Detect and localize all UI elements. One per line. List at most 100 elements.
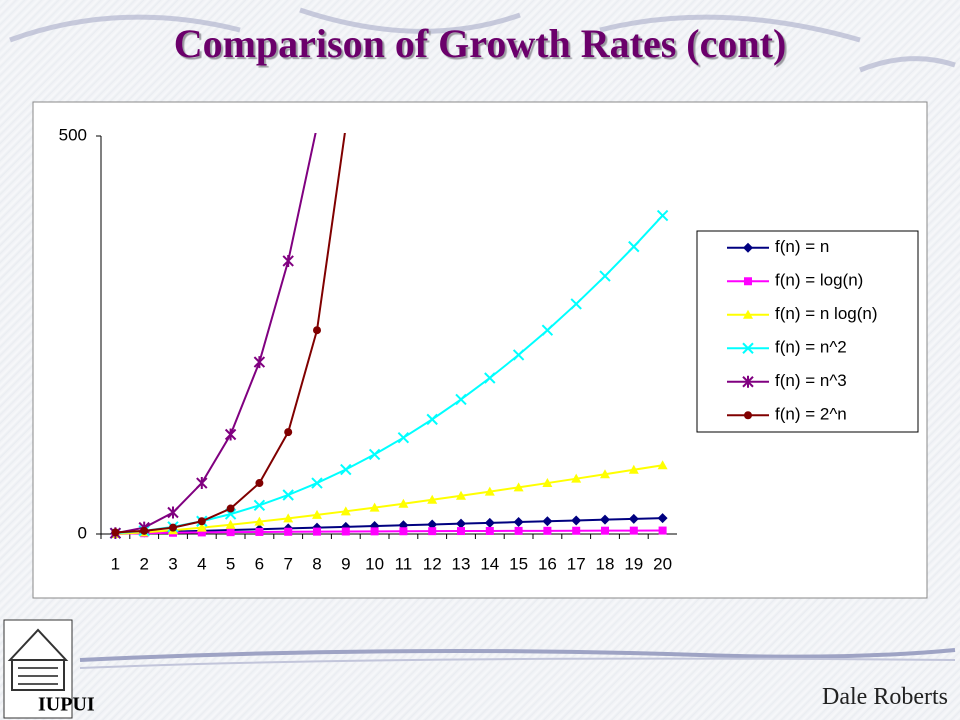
marker bbox=[311, 477, 323, 489]
series-line bbox=[115, 464, 663, 535]
marker bbox=[744, 277, 752, 286]
series-line bbox=[115, 133, 317, 535]
marker bbox=[255, 479, 264, 488]
marker bbox=[340, 463, 352, 476]
legend-label: f(n) = n^3 bbox=[775, 371, 847, 390]
marker bbox=[657, 513, 668, 524]
marker bbox=[197, 517, 206, 526]
slide-title: Comparison of Growth Rates (cont) bbox=[173, 21, 787, 66]
footer: Dale Roberts bbox=[822, 684, 948, 710]
marker bbox=[398, 498, 409, 508]
x-tick-label: 10 bbox=[365, 554, 384, 573]
series-line bbox=[115, 529, 663, 535]
marker bbox=[197, 528, 206, 537]
marker bbox=[111, 528, 120, 537]
marker bbox=[628, 513, 639, 524]
legend-label: f(n) = 2^n bbox=[775, 405, 847, 424]
marker bbox=[484, 517, 495, 528]
marker bbox=[253, 356, 266, 369]
y-tick-label: 500 bbox=[59, 125, 87, 144]
x-tick-label: 5 bbox=[226, 554, 235, 573]
marker bbox=[283, 513, 294, 523]
marker bbox=[543, 526, 552, 535]
marker bbox=[656, 209, 669, 222]
marker bbox=[167, 506, 179, 519]
marker bbox=[368, 448, 381, 461]
marker bbox=[512, 349, 525, 361]
marker bbox=[313, 326, 321, 335]
marker bbox=[169, 523, 177, 532]
marker bbox=[255, 527, 264, 536]
marker bbox=[341, 527, 350, 536]
marker bbox=[513, 482, 524, 492]
marker bbox=[312, 509, 322, 519]
x-tick-label: 16 bbox=[538, 554, 557, 573]
marker bbox=[742, 342, 754, 354]
marker bbox=[742, 375, 754, 388]
x-tick-label: 9 bbox=[341, 554, 350, 573]
x-tick-label: 12 bbox=[423, 554, 442, 573]
marker bbox=[253, 499, 266, 512]
marker bbox=[284, 527, 293, 536]
marker bbox=[513, 517, 524, 528]
marker bbox=[744, 411, 752, 420]
marker bbox=[657, 460, 668, 470]
marker bbox=[254, 516, 265, 526]
x-tick-label: 11 bbox=[395, 554, 413, 573]
x-tick-label: 14 bbox=[480, 554, 499, 573]
marker bbox=[571, 515, 582, 526]
legend-box bbox=[696, 230, 919, 433]
legend-label: f(n) = n bbox=[775, 237, 829, 256]
marker bbox=[628, 240, 640, 253]
marker bbox=[196, 522, 207, 532]
marker bbox=[514, 526, 523, 535]
x-tick-label: 2 bbox=[139, 554, 148, 573]
marker bbox=[428, 527, 437, 536]
marker bbox=[284, 428, 293, 437]
marker bbox=[572, 526, 581, 535]
marker bbox=[658, 526, 667, 535]
marker bbox=[629, 526, 638, 535]
x-tick-label: 20 bbox=[653, 554, 672, 573]
marker bbox=[570, 298, 582, 310]
marker bbox=[484, 486, 495, 496]
marker bbox=[743, 242, 753, 253]
marker bbox=[628, 464, 639, 474]
x-tick-label: 13 bbox=[452, 554, 471, 573]
marker bbox=[600, 469, 610, 479]
marker bbox=[541, 324, 554, 336]
marker bbox=[484, 372, 496, 384]
x-tick-label: 19 bbox=[624, 554, 643, 573]
marker bbox=[224, 428, 237, 441]
x-tick-label: 15 bbox=[509, 554, 528, 573]
x-tick-label: 7 bbox=[283, 554, 292, 573]
marker bbox=[140, 526, 149, 535]
x-tick-label: 6 bbox=[255, 554, 264, 573]
marker bbox=[399, 527, 408, 536]
marker bbox=[427, 494, 438, 504]
marker bbox=[542, 516, 553, 527]
legend-label: f(n) = n log(n) bbox=[775, 304, 878, 323]
x-tick-label: 18 bbox=[596, 554, 615, 573]
legend-label: f(n) = n^2 bbox=[775, 338, 847, 357]
marker bbox=[599, 270, 611, 282]
marker bbox=[485, 526, 494, 535]
marker bbox=[600, 514, 610, 525]
marker bbox=[282, 254, 294, 267]
marker bbox=[601, 526, 609, 535]
marker bbox=[340, 506, 351, 516]
marker bbox=[455, 393, 467, 406]
marker bbox=[282, 489, 294, 501]
marker bbox=[196, 477, 208, 490]
x-tick-label: 4 bbox=[197, 554, 206, 573]
marker bbox=[571, 473, 582, 483]
x-tick-label: 1 bbox=[111, 554, 120, 573]
y-tick-label: 0 bbox=[78, 523, 87, 542]
marker bbox=[426, 413, 438, 426]
marker bbox=[542, 478, 553, 488]
logo-text: IUPUI bbox=[38, 694, 95, 716]
plot bbox=[109, 133, 669, 539]
marker bbox=[369, 502, 380, 512]
